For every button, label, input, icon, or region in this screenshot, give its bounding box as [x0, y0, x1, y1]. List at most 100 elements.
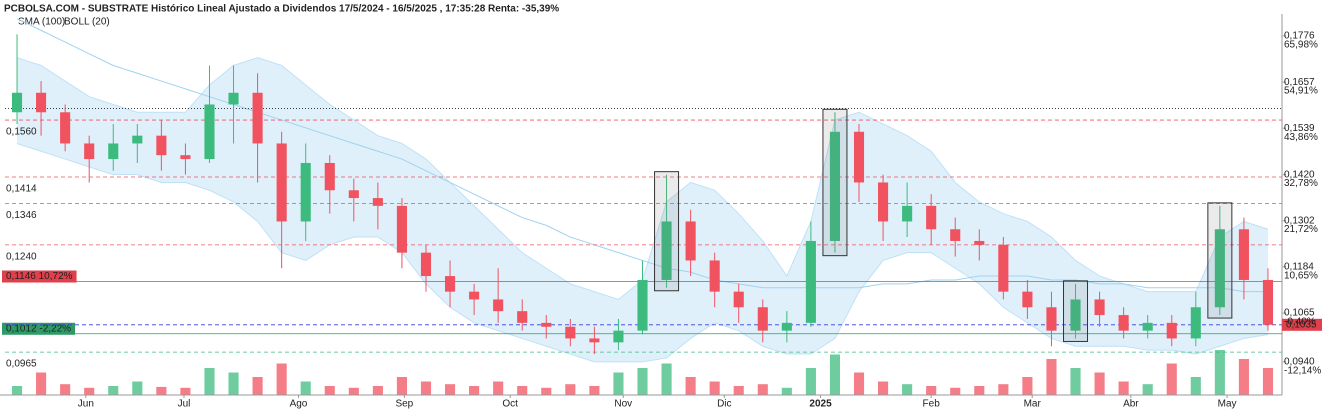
candle-body	[11, 92, 23, 113]
y-tick-label: 0,1420	[1284, 169, 1315, 180]
volume-bar	[637, 368, 648, 395]
candle-body	[420, 252, 432, 277]
volume-bar	[276, 363, 287, 395]
y2-tick-label: -0,40%	[1284, 316, 1316, 327]
volume-bar	[372, 386, 383, 395]
pattern-box	[1063, 280, 1089, 342]
y-tick-label: 0,1657	[1284, 77, 1315, 88]
candle-body	[493, 299, 504, 312]
volume-bar	[1262, 368, 1274, 395]
level-label-box	[2, 322, 76, 335]
candle-body	[974, 240, 985, 245]
x-tick-label: Ago	[290, 399, 308, 410]
volume-bar	[132, 381, 143, 395]
x-tick-label: Sep	[395, 399, 413, 410]
volume-bar	[902, 384, 913, 395]
volume-bar	[878, 381, 889, 395]
candle-body	[444, 276, 456, 292]
candle-body	[84, 143, 95, 160]
volume-bar	[204, 368, 215, 395]
volume-bar	[1190, 377, 1201, 395]
candle-body	[372, 198, 383, 206]
level-label: 0,1146 10,72%	[6, 271, 73, 282]
volume-bar	[757, 384, 768, 395]
y-tick-label: 0,1776	[1284, 30, 1315, 41]
level-label: 0,0965	[6, 359, 37, 370]
volume-bar	[685, 377, 696, 395]
candle-body	[1262, 279, 1274, 325]
volume-bar	[565, 384, 576, 395]
volume-bar	[36, 372, 47, 395]
candle-body	[324, 162, 335, 191]
candle-body	[637, 279, 648, 331]
volume-bar	[1070, 368, 1081, 395]
volume-bar	[1046, 359, 1057, 395]
candle-body	[902, 205, 913, 222]
level-label: 0,1414	[6, 184, 37, 195]
x-tick-label: Mar	[1024, 399, 1042, 410]
candle-body	[733, 291, 744, 308]
volume-bar	[420, 381, 432, 395]
candle-body	[709, 260, 720, 292]
candle-body	[757, 307, 768, 331]
volume-bar	[805, 368, 816, 395]
candle-body	[228, 92, 239, 105]
candle-body	[1190, 307, 1201, 339]
candle-body	[829, 131, 841, 241]
volume-bar	[108, 386, 119, 395]
x-tick-label: Nov	[614, 399, 632, 410]
pattern-box	[822, 108, 848, 257]
x-tick-label: Jul	[178, 399, 191, 410]
candle-body	[781, 322, 792, 331]
volume-bar	[1166, 363, 1177, 395]
candle-body	[300, 162, 311, 222]
volume-bar	[60, 384, 71, 395]
volume-bar	[781, 387, 792, 395]
candle-body	[276, 143, 287, 222]
candle-body	[853, 131, 865, 183]
candle-body	[517, 311, 528, 323]
candle-body	[1166, 322, 1177, 339]
candle-body	[252, 92, 263, 144]
last-price-label: 0,1035	[1286, 319, 1317, 330]
volume-bar	[11, 386, 23, 395]
x-tick-label: Jun	[78, 399, 94, 410]
level-label: 0,1240	[6, 252, 37, 263]
legend-entry: SMA (100)	[18, 17, 65, 28]
candle-body	[1022, 291, 1033, 308]
volume-bar	[469, 386, 480, 395]
volume-bar	[589, 386, 600, 395]
boll-band	[17, 57, 1268, 362]
legend-entry: BOLL (20)	[64, 17, 110, 28]
volume-bar	[541, 387, 552, 395]
y-tick-label: 0,1539	[1284, 123, 1315, 134]
volume-bar	[1094, 372, 1105, 395]
last-price-box	[1282, 318, 1322, 331]
level-label-box	[2, 270, 77, 283]
volume-bar	[733, 386, 744, 395]
candle-body	[1046, 307, 1057, 331]
candle-body	[348, 190, 359, 199]
y-tick-label: 0,0940	[1284, 356, 1315, 367]
volume-bar	[853, 372, 865, 395]
volume-bar	[974, 386, 985, 395]
x-tick-label: Dic	[717, 399, 731, 410]
volume-bar	[829, 354, 841, 395]
candle-body	[156, 135, 167, 156]
volume-bar	[84, 387, 95, 395]
candle-body	[108, 143, 119, 160]
candle-body	[685, 221, 696, 261]
volume-bar	[1214, 350, 1225, 395]
pattern-box	[654, 171, 680, 292]
volume-bar	[1118, 381, 1129, 395]
x-tick-label: Feb	[923, 399, 941, 410]
volume-bar	[228, 372, 239, 395]
candle-body	[878, 182, 889, 222]
volume-bar	[348, 387, 359, 395]
candle-body	[180, 155, 191, 160]
candle-body	[998, 244, 1009, 292]
candle-body	[1238, 229, 1249, 280]
y2-tick-label: -12,14%	[1284, 365, 1321, 376]
